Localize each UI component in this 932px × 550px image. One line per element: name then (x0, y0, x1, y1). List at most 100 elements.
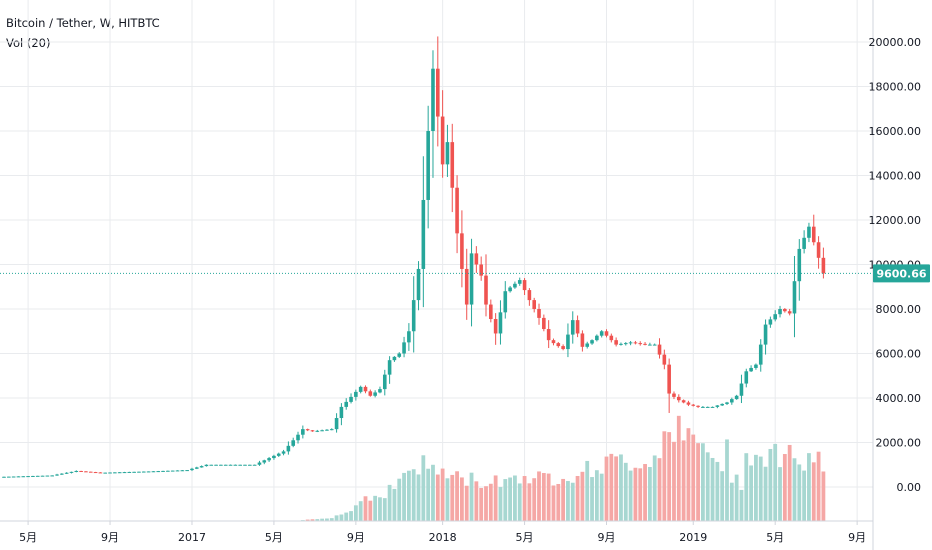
candle-body (180, 470, 185, 472)
symbol-name[interactable]: Bitcoin / Tether (6, 16, 93, 30)
volume-bar (787, 444, 792, 521)
candle-body (16, 476, 21, 478)
volume-bar (807, 453, 811, 521)
last-price-label: 9600.66 (876, 267, 926, 280)
candle-body (315, 430, 320, 432)
candle-body (74, 470, 79, 472)
volume-bar (739, 489, 744, 521)
volume-bar (556, 483, 561, 521)
price-tick-label: 16000.00 (869, 125, 922, 138)
candle-body (329, 429, 334, 431)
candle-body (821, 257, 826, 274)
candle-body (45, 475, 50, 477)
candle-body (358, 386, 363, 392)
candle-body (662, 354, 667, 365)
candle-body (705, 406, 710, 408)
candle-body (440, 116, 445, 165)
volume-bar (455, 471, 459, 521)
candle-body (151, 471, 156, 473)
volume-bar (349, 511, 353, 521)
candle-body (720, 403, 724, 406)
volume-bar (590, 477, 594, 521)
candle-body (431, 68, 435, 131)
volume-bar (701, 443, 705, 521)
candle-body (542, 317, 546, 330)
candle-body (368, 391, 373, 396)
candle-body (778, 309, 782, 315)
volume-bar (763, 466, 768, 521)
time-tick-label: 2017 (178, 531, 206, 544)
candle-body (363, 386, 368, 392)
candle-body (730, 399, 734, 403)
candle-body (517, 280, 522, 284)
candle-body (373, 392, 377, 396)
volume-bar (358, 501, 363, 521)
volume-bar (406, 470, 411, 521)
candle-body (493, 319, 498, 334)
time-axis[interactable]: 5月 9月 2017 5月 9月 2018 5月 9月 2019 5月 9月 (0, 520, 873, 544)
time-tick-label: 2018 (429, 531, 457, 544)
volume-bar (460, 477, 464, 521)
candle-body (7, 476, 11, 478)
candle-body (725, 402, 729, 404)
volume-bar (561, 478, 566, 521)
candle-body (11, 476, 16, 478)
candle-body (638, 343, 643, 345)
candle-body (31, 475, 35, 477)
volume-bar (517, 483, 522, 521)
candle-body (276, 453, 281, 456)
candle-body (739, 383, 744, 396)
candle-body (141, 471, 146, 473)
candle-body (238, 464, 242, 466)
price-tick-label: 20000.00 (869, 36, 922, 49)
volume-bar (464, 485, 469, 521)
candle-body (677, 396, 681, 401)
volume-bar (729, 482, 734, 521)
candle-body (243, 464, 247, 466)
candle-body (387, 360, 392, 375)
volume-bar (672, 441, 676, 521)
candle-body (585, 343, 590, 347)
candle-body (503, 291, 508, 313)
volume-bar (778, 467, 782, 521)
candle-body (137, 471, 141, 473)
candle-body (811, 226, 816, 243)
volume-bar (537, 471, 541, 521)
price-axis[interactable]: 20000.00 18000.00 16000.00 14000.00 12000.00… (869, 0, 931, 550)
candle-body (55, 474, 59, 476)
candle-body (643, 343, 647, 345)
candle-body (455, 187, 459, 234)
volume-bar (570, 482, 575, 521)
candle-body (382, 374, 387, 390)
candle-body (628, 342, 633, 344)
volume-bar (440, 468, 445, 521)
volume-bar (474, 481, 479, 521)
candle-body (595, 335, 599, 341)
price-tick-label: 12000.00 (869, 214, 922, 227)
interval-label[interactable]: W (99, 16, 112, 30)
time-tick-label: 2019 (679, 531, 707, 544)
candle-body (93, 472, 98, 474)
volume-bar (619, 454, 623, 521)
volume-bar (503, 479, 508, 521)
volume-bar (657, 458, 662, 521)
candle-body (580, 333, 585, 347)
candle-body (199, 466, 204, 468)
candle-body (354, 391, 358, 397)
candle-body (484, 275, 488, 305)
candle-body (296, 434, 300, 441)
candle-body (816, 242, 821, 258)
candle-body (686, 402, 691, 405)
candle-body (623, 343, 628, 345)
candle-body (108, 472, 112, 474)
candle-body (619, 343, 623, 345)
candle-body (79, 470, 83, 472)
candle-body (614, 340, 618, 345)
candle-body (117, 472, 122, 474)
candle-body (378, 389, 382, 393)
volume-bar (585, 460, 590, 521)
price-tick-label: 2000.00 (876, 437, 922, 450)
volume-bar (416, 474, 421, 521)
candle-body (460, 233, 464, 269)
